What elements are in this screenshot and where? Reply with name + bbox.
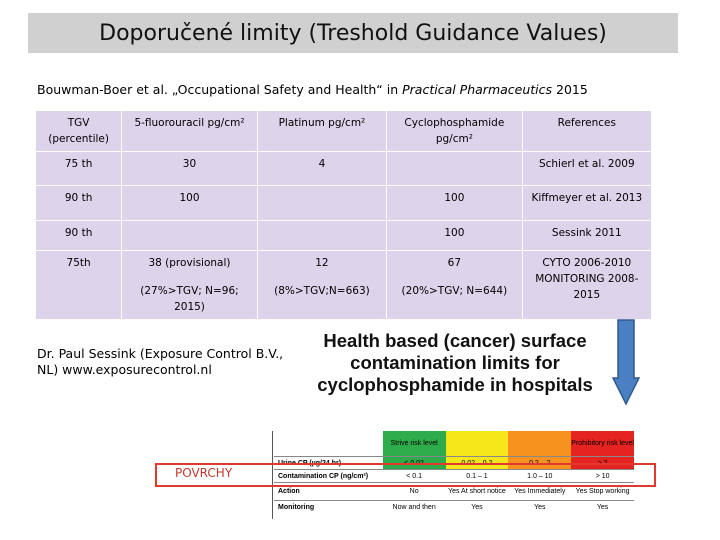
limits-row: Action No Yes At short notice Yes Immedi… [274, 483, 634, 501]
table-cell: 100 [121, 185, 258, 221]
table-row: 90 th 100 Sessink 2011 [34, 220, 653, 251]
table-cell: 100 [386, 220, 523, 251]
limits-row: Monitoring Now and then Yes Yes Yes [274, 501, 634, 513]
limits-cell: Yes At short notice [448, 488, 506, 495]
cell-value: 12 [315, 257, 329, 269]
table-cell: 90 th [34, 185, 123, 221]
limits-cell: 0.1 – 1 [466, 472, 488, 480]
limits-row-label: Action [278, 488, 300, 495]
table-cell: 30 [121, 151, 258, 186]
citation-journal: Practical Pharmaceutics [402, 82, 553, 97]
limits-row-label: Monitoring [278, 503, 315, 511]
citation: Bouwman-Boer et al. „Occupational Safety… [37, 82, 588, 97]
limits-cell: Yes Stop working [575, 488, 630, 495]
slide-title: Doporučené limity (Treshold Guidance Val… [99, 20, 607, 46]
table-cell: Schierl et al. 2009 [521, 151, 653, 186]
limits-cell: Yes [471, 503, 483, 511]
table-cell: Kiffmeyer et al. 2013 [521, 185, 653, 221]
table-cell: 4 [256, 151, 388, 186]
author-credit: Dr. Paul Sessink (Exposure Control B.V.,… [37, 346, 284, 377]
table-header-row: TGV (percentile) 5-fluorouracil pg/cm² P… [34, 110, 653, 152]
table-row: 90 th 100 100 Kiffmeyer et al. 2013 [34, 185, 653, 221]
limits-cell: Yes Immediately [514, 488, 566, 495]
header-cell: TGV (percentile) [34, 110, 123, 152]
limits-header-cell [274, 431, 383, 456]
surfaces-highlight-label: POVRCHY [175, 466, 233, 480]
limits-header-cell [508, 431, 572, 456]
limits-cell: Yes [596, 503, 609, 511]
cell-value: 67 [447, 257, 462, 269]
table-cell [386, 151, 523, 186]
table-cell: 100 [386, 185, 523, 221]
cell-value: 38 (provisional) [148, 257, 231, 269]
table-cell: 75 th [34, 151, 123, 186]
limits-cell: 1.0 – 10 [527, 472, 553, 480]
table-cell: 12 (8%>TGV;N=663) [256, 250, 388, 320]
limits-cell: No [409, 488, 419, 495]
limits-header-row: Strive risk level Prohibitory risk level [274, 431, 635, 457]
citation-year: 2015 [552, 82, 588, 97]
table-row: 75th 38 (provisional) (27%>TGV; N=96; 201… [34, 250, 653, 320]
table-cell: CYTO 2006-2010 MONITORING 2008-2015 [521, 250, 653, 320]
table-cell: 67 (20%>TGV; N=644) [386, 250, 523, 320]
limits-header-cell [445, 431, 509, 456]
limits-cell: Yes [534, 503, 546, 511]
limits-cell: < 0.1 [406, 472, 422, 480]
health-limits-title: Health based (cancer) surface contaminat… [317, 330, 593, 395]
cell-note: (27%>TGV; N=96; 2015) [140, 285, 239, 313]
cell-note: (8%>TGV;N=663) [274, 285, 370, 297]
limits-row-label: Contamination CP (ng/cm²) [278, 472, 369, 480]
header-cell: Cyclophosphamide pg/cm² [386, 110, 523, 152]
table-row: 75 th 30 4 Schierl et al. 2009 [34, 151, 653, 186]
surfaces-highlight-box [155, 463, 656, 487]
prohibitory-level-header: Prohibitory risk level [571, 431, 635, 456]
table-cell: 90 th [34, 220, 123, 251]
table-cell [121, 220, 258, 251]
limits-cell: Now and then [392, 503, 436, 511]
table-cell: 38 (provisional) (27%>TGV; N=96; 2015) [121, 250, 258, 320]
strive-level-header: Strive risk level [382, 431, 446, 456]
table-cell [256, 185, 388, 221]
slide-title-bar: Doporučené limity (Treshold Guidance Val… [28, 13, 678, 53]
citation-prefix: Bouwman-Boer et al. „Occupational Safety… [37, 82, 403, 97]
table-cell: 75th [34, 250, 123, 320]
table-cell: Sessink 2011 [521, 220, 653, 251]
header-cell: References [521, 110, 653, 152]
table-left-rule [272, 431, 273, 519]
table-cell [256, 220, 388, 251]
down-arrow-icon [612, 319, 640, 406]
limits-row: Contamination CP (ng/cm²) < 0.1 0.1 – 1 … [274, 470, 634, 483]
header-cell: Platinum pg/cm² [256, 110, 388, 152]
header-cell: 5-fluorouracil pg/cm² [121, 110, 258, 152]
limits-cell: > 10 [595, 472, 610, 480]
tgv-table: TGV (percentile) 5-fluorouracil pg/cm² P… [34, 110, 653, 320]
cell-note: (20%>TGV; N=644) [401, 285, 508, 297]
